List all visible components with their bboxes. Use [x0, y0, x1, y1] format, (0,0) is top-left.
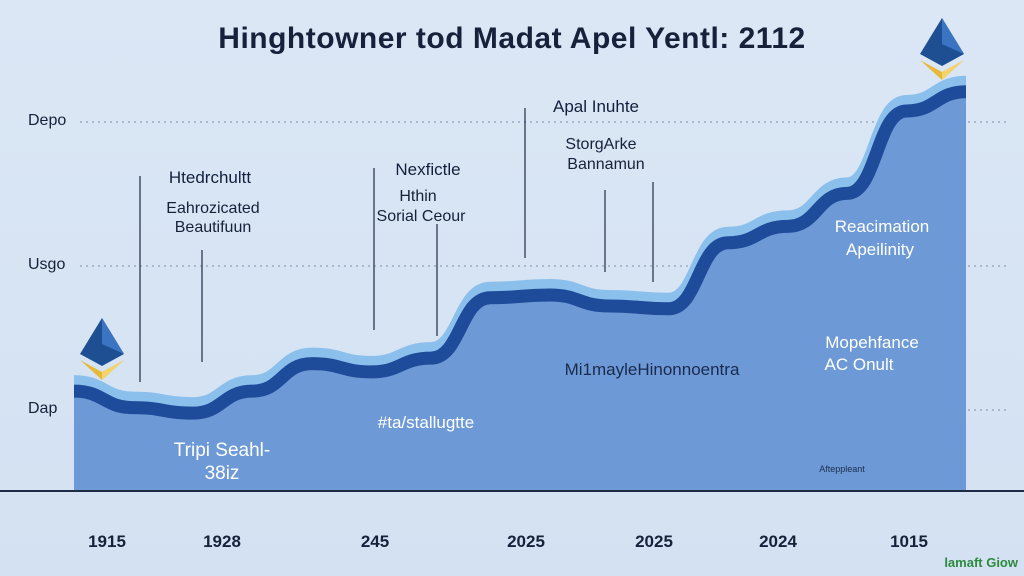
ethereum-icon [80, 318, 124, 380]
x-tick-label: 1928 [203, 532, 241, 551]
watermark-text: lamaft Giow [944, 555, 1018, 570]
annotation-label: Afteppleant [819, 464, 865, 474]
annotation-label: Apal Inuhte [552, 97, 640, 116]
annotation-label: Nexfictle [395, 160, 461, 179]
annotation-label: Tripi Seahl- [173, 440, 271, 461]
annotation-label: Sorial Ceour [376, 208, 466, 225]
annotation-label: Mopehfance [825, 333, 919, 352]
annotation-label: Beautifuun [174, 219, 252, 236]
x-tick-label: 245 [360, 532, 390, 551]
annotation-label: Bannamun [567, 156, 645, 173]
series-glow [73, 75, 967, 414]
x-tick-label: 2025 [507, 532, 545, 551]
annotation-label: StorgArke [565, 136, 637, 153]
annotation-label: AC Onult [824, 355, 894, 374]
x-tick-label: 2025 [635, 532, 673, 551]
annotation-label: Reacimation [834, 217, 930, 236]
y-tick-label: Dap [28, 400, 58, 417]
annotation-label: #ta/stallugtte [377, 413, 475, 432]
series-line [73, 85, 967, 420]
x-tick-label: 2024 [759, 532, 797, 551]
annotation-label: 38iz [204, 463, 240, 484]
annotation-label: Eahrozicated [166, 200, 260, 217]
chart-title: Hinghtowner tod Madat Apel Yentl: 2112 [218, 22, 806, 55]
series-area-fill [74, 91, 966, 490]
x-tick-label: 1915 [88, 532, 126, 551]
y-tick-label: Usgo [28, 256, 66, 273]
annotation-label: Apeilinity [845, 240, 915, 259]
annotation-label: Mi1mayleHinonnoentra [564, 360, 740, 379]
annotation-label: Htedrchultt [168, 168, 252, 187]
y-tick-label: Depo [28, 112, 67, 129]
annotation-label: Hthin [399, 188, 437, 205]
series-area [73, 75, 967, 490]
x-tick-label: 1015 [890, 532, 928, 551]
ethereum-icon [920, 18, 964, 80]
